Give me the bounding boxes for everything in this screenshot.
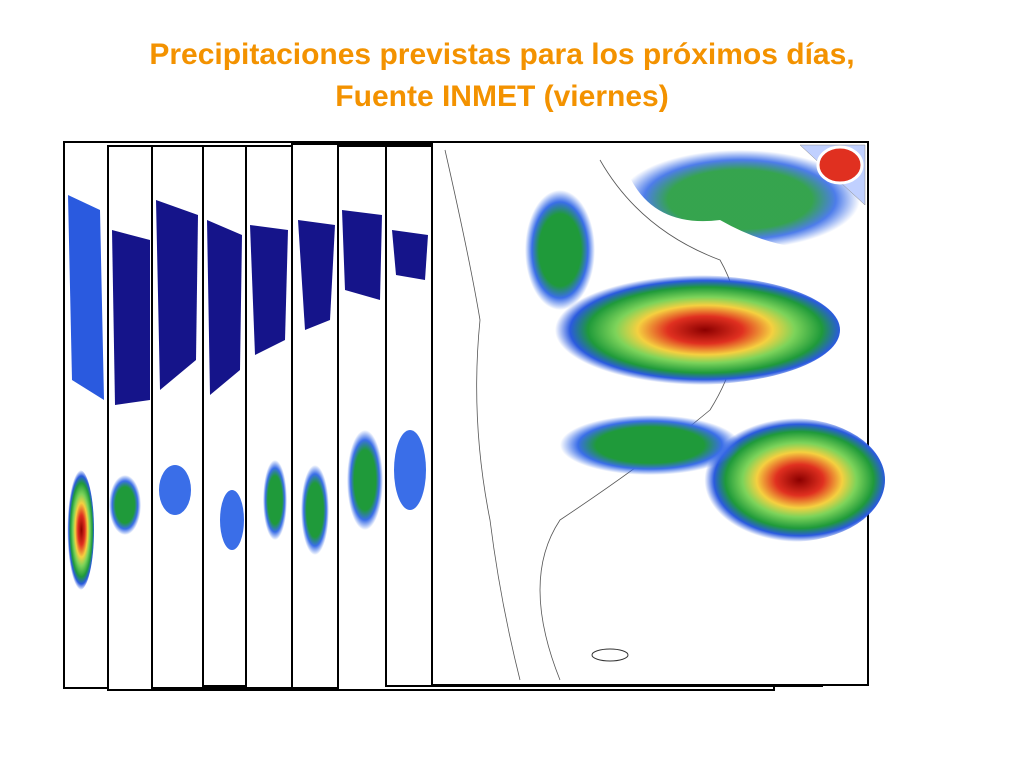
frame-strips	[66, 195, 428, 590]
slide-title: Precipitaciones previstas para los próxi…	[149, 38, 855, 71]
slide-subtitle: Fuente INMET (viernes)	[335, 80, 669, 113]
main-map	[431, 141, 885, 686]
